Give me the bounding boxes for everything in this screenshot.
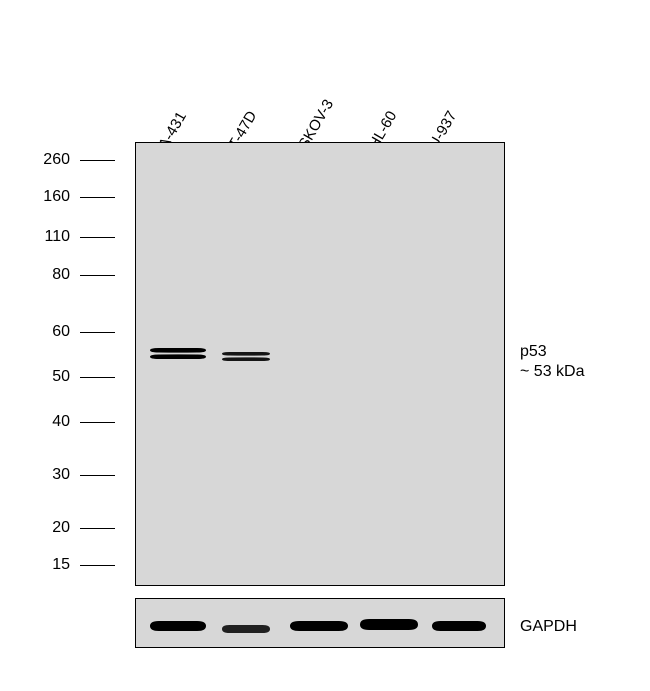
marker-label: 30 bbox=[30, 466, 70, 484]
marker-tick bbox=[80, 275, 115, 276]
gapdh-band bbox=[430, 618, 488, 628]
right-label: GAPDH bbox=[520, 618, 577, 636]
marker-label: 15 bbox=[30, 556, 70, 574]
marker-tick bbox=[80, 475, 115, 476]
marker-tick bbox=[80, 528, 115, 529]
marker-label: 260 bbox=[30, 151, 70, 169]
marker-label: 110 bbox=[30, 228, 70, 246]
gapdh-band bbox=[220, 620, 272, 628]
gapdh-band bbox=[148, 618, 208, 628]
marker-label: 80 bbox=[30, 266, 70, 284]
p53-band bbox=[220, 348, 272, 357]
marker-tick bbox=[80, 197, 115, 198]
gapdh-band bbox=[358, 617, 420, 628]
marker-label: 50 bbox=[30, 368, 70, 386]
marker-tick bbox=[80, 377, 115, 378]
marker-tick bbox=[80, 422, 115, 423]
marker-tick bbox=[80, 565, 115, 566]
marker-label: 160 bbox=[30, 188, 70, 206]
p53-band bbox=[148, 346, 208, 357]
western-blot-figure: 26016011080605040302015 A-431T-47DSKOV-3… bbox=[0, 0, 650, 691]
blot-main-panel bbox=[135, 142, 505, 586]
right-label: ~ 53 kDa bbox=[520, 363, 584, 381]
marker-label: 20 bbox=[30, 519, 70, 537]
right-label: p53 bbox=[520, 343, 547, 361]
marker-tick bbox=[80, 332, 115, 333]
marker-label: 60 bbox=[30, 323, 70, 341]
marker-label: 40 bbox=[30, 413, 70, 431]
marker-tick bbox=[80, 237, 115, 238]
gapdh-band bbox=[288, 618, 350, 628]
marker-tick bbox=[80, 160, 115, 161]
